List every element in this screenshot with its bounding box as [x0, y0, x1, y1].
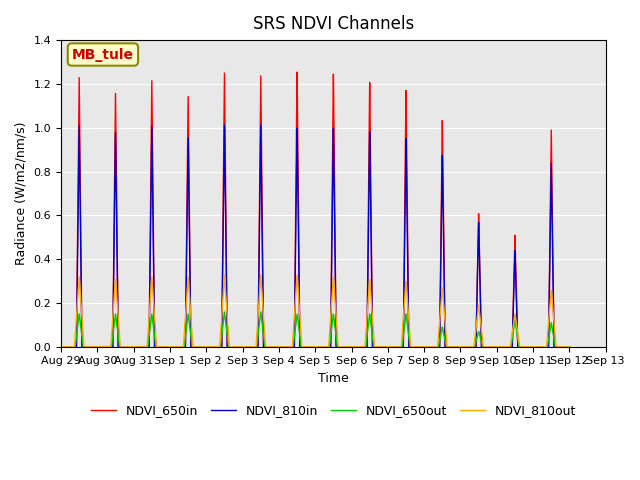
Y-axis label: Radiance (W/m2/nm/s): Radiance (W/m2/nm/s): [15, 121, 28, 265]
Line: NDVI_650out: NDVI_650out: [61, 312, 570, 347]
NDVI_810out: [566, 344, 573, 349]
NDVI_810in: [249, 344, 257, 349]
NDVI_810in: [401, 208, 409, 214]
NDVI_650out: [401, 319, 409, 324]
NDVI_650in: [303, 344, 311, 349]
NDVI_810in: [259, 319, 267, 325]
NDVI_810out: [84, 344, 92, 349]
NDVI_650out: [221, 309, 228, 315]
X-axis label: Time: Time: [318, 372, 349, 385]
Line: NDVI_810in: NDVI_810in: [61, 125, 570, 347]
NDVI_650in: [190, 344, 198, 349]
Legend: NDVI_650in, NDVI_810in, NDVI_650out, NDVI_810out: NDVI_650in, NDVI_810in, NDVI_650out, NDV…: [86, 399, 581, 422]
NDVI_810out: [190, 344, 198, 349]
NDVI_650in: [249, 344, 257, 349]
NDVI_810in: [57, 344, 65, 349]
NDVI_810out: [303, 344, 311, 349]
NDVI_650in: [293, 69, 301, 75]
NDVI_810out: [259, 309, 267, 314]
NDVI_810in: [303, 344, 311, 349]
NDVI_650in: [259, 307, 267, 312]
NDVI_650out: [190, 344, 198, 349]
NDVI_810in: [84, 344, 92, 349]
NDVI_810out: [249, 344, 257, 349]
NDVI_650out: [84, 344, 92, 349]
NDVI_810in: [221, 122, 228, 128]
NDVI_810out: [221, 272, 228, 277]
Line: NDVI_810out: NDVI_810out: [61, 275, 570, 347]
NDVI_650out: [303, 344, 311, 349]
NDVI_650out: [259, 330, 267, 336]
NDVI_650out: [57, 344, 65, 349]
NDVI_650in: [566, 344, 573, 349]
NDVI_810in: [566, 344, 573, 349]
NDVI_650in: [57, 344, 65, 349]
NDVI_810out: [401, 291, 409, 297]
NDVI_650in: [84, 344, 92, 349]
NDVI_810out: [57, 344, 65, 349]
NDVI_810in: [190, 344, 198, 349]
NDVI_650in: [401, 177, 409, 183]
Line: NDVI_650in: NDVI_650in: [61, 72, 570, 347]
NDVI_650out: [249, 344, 257, 349]
Title: SRS NDVI Channels: SRS NDVI Channels: [253, 15, 414, 33]
NDVI_650out: [566, 344, 573, 349]
Text: MB_tule: MB_tule: [72, 48, 134, 61]
